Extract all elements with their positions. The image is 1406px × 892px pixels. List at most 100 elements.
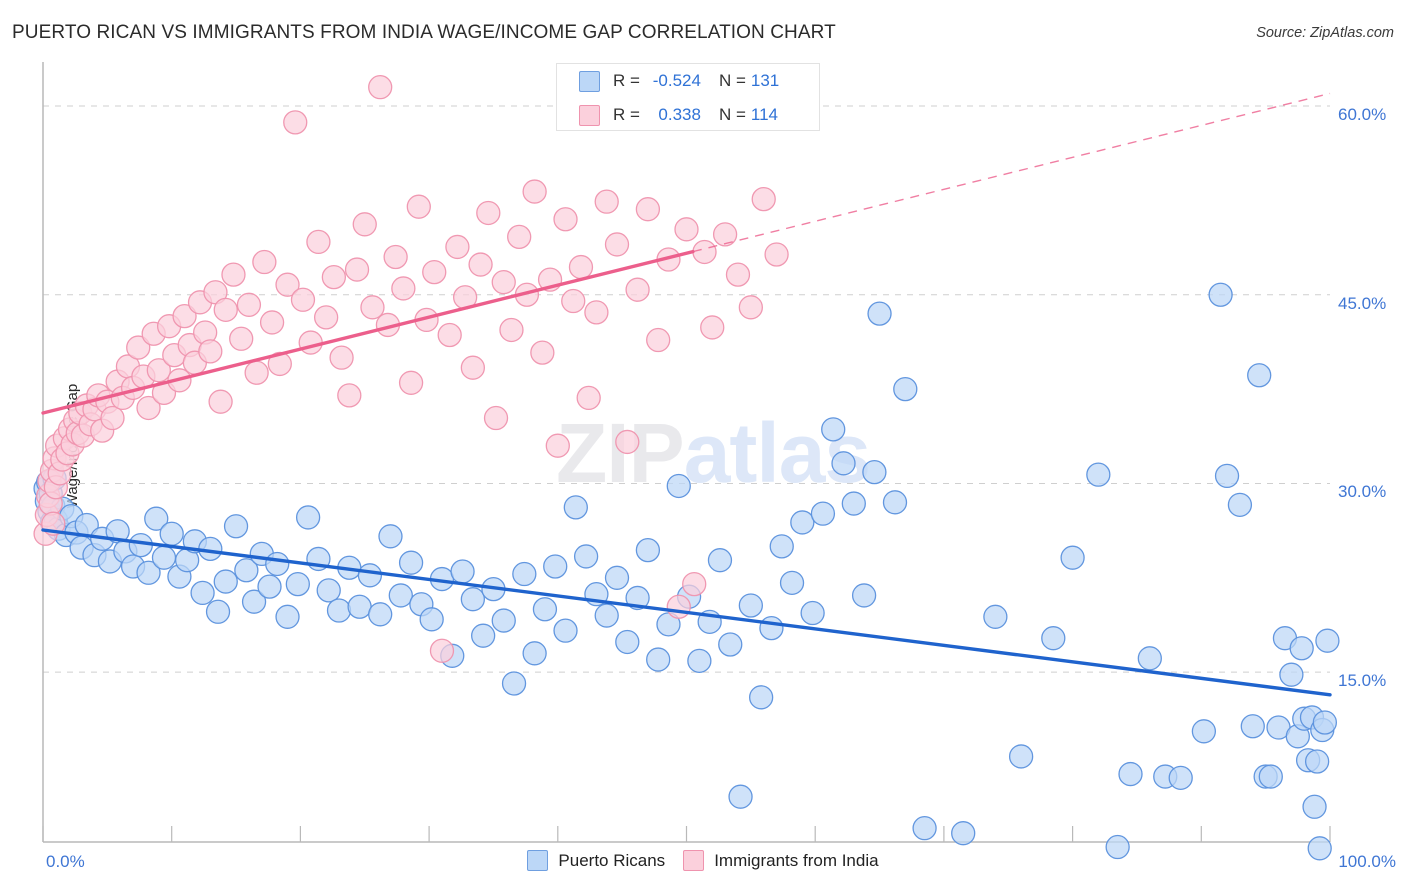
data-point (522, 641, 547, 666)
data-point (692, 239, 717, 265)
legend-swatch-pink (579, 104, 600, 126)
data-point (561, 288, 586, 314)
data-point (285, 571, 310, 597)
data-point (1137, 646, 1162, 671)
data-point (159, 521, 184, 546)
trendline-solid (41, 528, 1332, 697)
data-point (316, 578, 341, 603)
data-point (337, 383, 362, 408)
data-point (728, 784, 753, 809)
data-point (1086, 462, 1111, 487)
data-point (352, 212, 377, 237)
data-point (666, 594, 691, 619)
data-point (604, 232, 630, 257)
data-point (234, 558, 259, 583)
data-point (267, 351, 292, 377)
data-point (512, 561, 537, 587)
data-point (1307, 836, 1332, 861)
data-point (357, 563, 383, 588)
data-point (1247, 363, 1272, 388)
legend-n-value-blue: 131 (750, 71, 780, 90)
legend-r-value-pink: 0.338 (658, 105, 701, 124)
data-point (779, 570, 805, 595)
legend-n-value-pink: 114 (750, 105, 778, 124)
series-swatch-pink (683, 850, 705, 871)
data-point (1227, 492, 1253, 517)
data-point (646, 647, 671, 672)
scatter-canvas (33, 62, 1340, 861)
data-point (615, 429, 640, 455)
data-point (259, 310, 285, 335)
data-point (800, 600, 825, 626)
data-point (1240, 714, 1265, 739)
data-point (290, 287, 316, 312)
data-point (275, 272, 300, 297)
data-point (687, 648, 712, 673)
data-point (321, 264, 347, 290)
data-point (398, 550, 424, 575)
data-point (1168, 765, 1193, 790)
data-point (862, 459, 887, 485)
data-point (718, 632, 743, 657)
data-point (725, 262, 751, 287)
data-point (1289, 636, 1314, 661)
data-point (882, 490, 908, 515)
data-point (530, 340, 555, 365)
data-point (347, 594, 372, 619)
data-point (283, 110, 308, 135)
data-point (275, 604, 300, 629)
series-legend-item-immigrants-from-india[interactable]: Immigrants from India (683, 850, 879, 871)
data-point (265, 551, 290, 577)
legend-swatch-blue (579, 70, 600, 92)
data-point (144, 506, 169, 531)
legend-n-label-blue: N = (718, 71, 746, 90)
data-point (584, 300, 609, 325)
data-point (604, 565, 630, 590)
series-swatch-blue (527, 850, 549, 871)
data-point (1060, 545, 1085, 570)
data-point (213, 297, 238, 322)
data-point (545, 433, 570, 458)
legend-row-puerto-ricans: R = -0.524 N = 131 (557, 64, 819, 98)
data-point (429, 638, 455, 663)
page-title: PUERTO RICAN VS IMMIGRANTS FROM INDIA WA… (12, 22, 836, 43)
data-point (666, 473, 691, 499)
data-point (406, 194, 431, 219)
data-point (391, 276, 416, 301)
data-point (532, 597, 558, 622)
legend-r-label-pink: R = (613, 105, 640, 124)
data-point (635, 197, 661, 222)
data-point (422, 259, 447, 285)
data-point (507, 224, 532, 250)
y-axis-tick-label: 15.0% (1338, 671, 1387, 691)
data-point (1312, 710, 1338, 735)
data-point (748, 685, 774, 710)
data-point (553, 207, 578, 232)
data-point (476, 200, 501, 226)
scatter-series-puerto-ricans (33, 282, 1340, 861)
data-point (368, 75, 393, 100)
data-point (213, 569, 238, 594)
data-point (221, 262, 246, 287)
series-legend-item-puerto-ricans[interactable]: Puerto Ricans (527, 850, 665, 871)
data-point (326, 598, 352, 623)
data-point (790, 510, 815, 535)
y-axis-tick-label: 45.0% (1338, 293, 1387, 313)
data-point (229, 326, 254, 351)
data-point (491, 608, 516, 633)
data-point (136, 560, 161, 585)
y-axis-tick-label: 60.0% (1338, 105, 1387, 125)
data-point (867, 301, 892, 326)
data-point (100, 405, 125, 431)
data-point (682, 571, 707, 597)
data-point (1214, 463, 1240, 489)
trendline-solid (41, 249, 695, 415)
data-point (1118, 761, 1143, 787)
data-point (563, 495, 588, 520)
data-point (738, 295, 763, 320)
data-point (1304, 749, 1330, 774)
legend-r-label-blue: R = (613, 71, 640, 90)
data-point (625, 277, 650, 302)
data-point (568, 254, 594, 280)
data-point (136, 395, 161, 421)
